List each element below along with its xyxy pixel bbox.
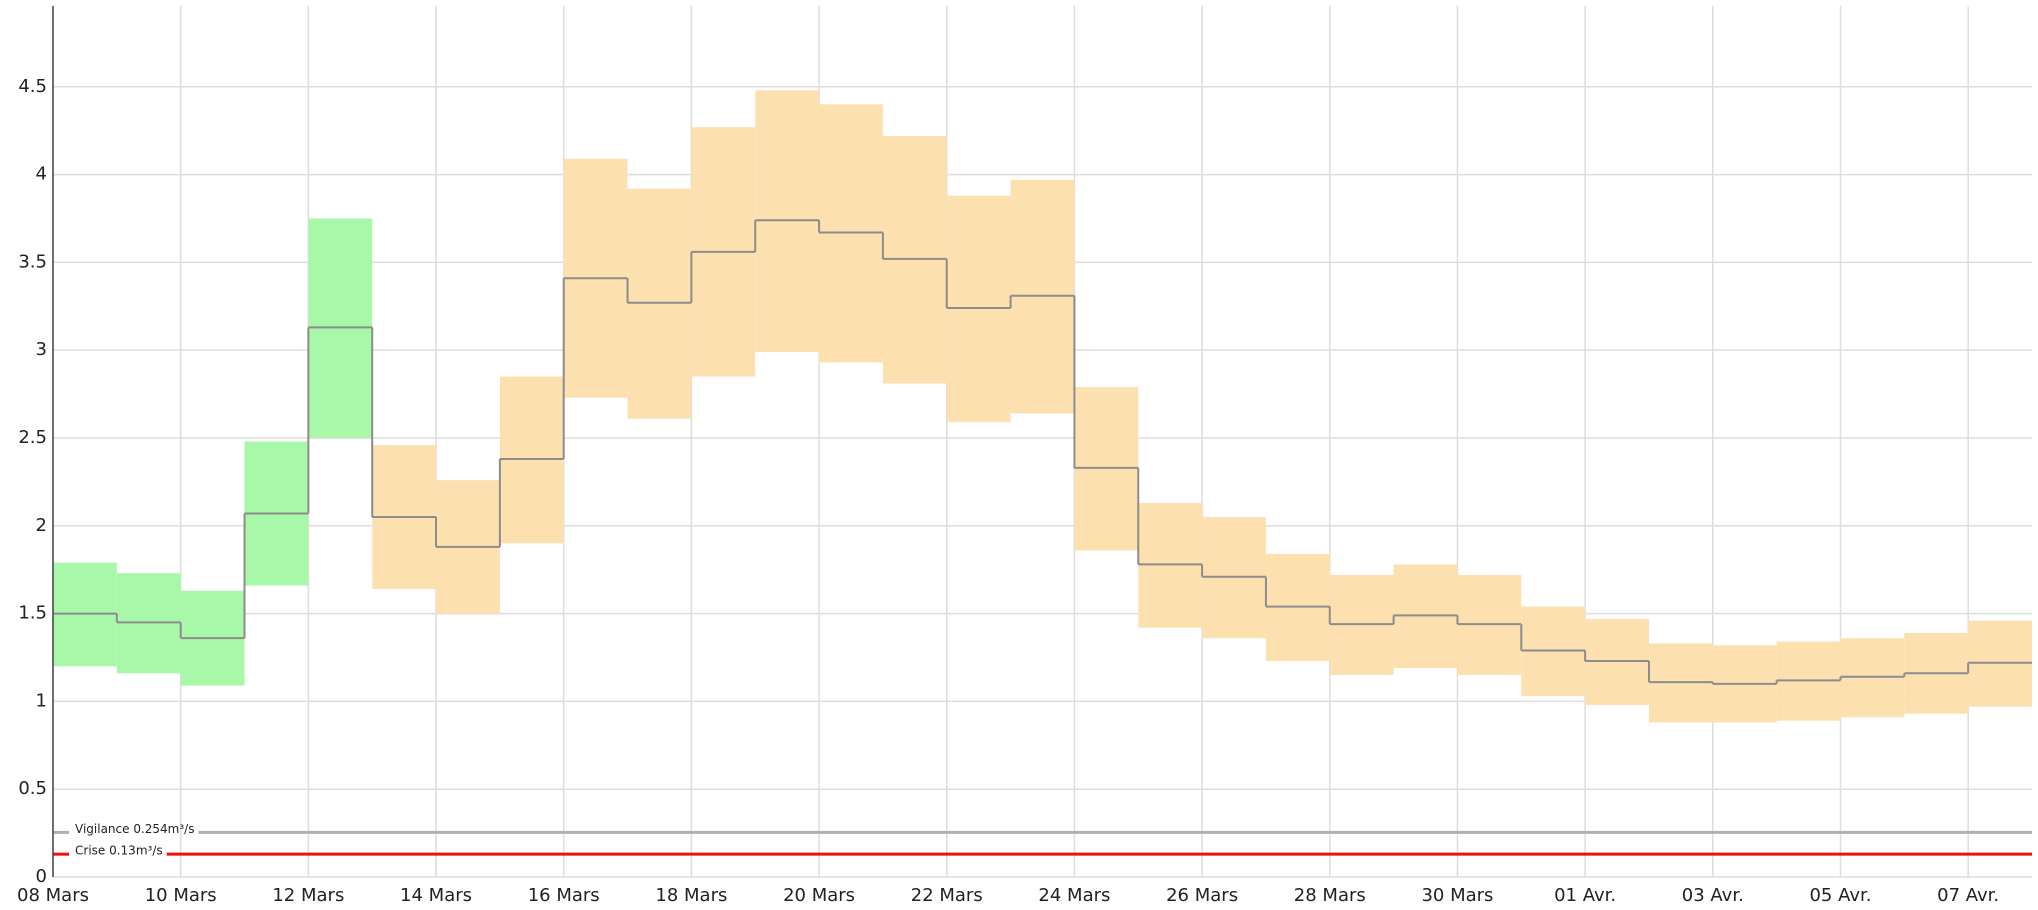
- y-tick-label: 4.5: [18, 76, 47, 97]
- x-tick-label: 08 Mars: [17, 885, 89, 906]
- y-tick-label: 4: [36, 164, 47, 185]
- x-tick-label: 26 Mars: [1166, 885, 1238, 906]
- y-tick-label: 2: [36, 515, 47, 536]
- x-tick-label: 10 Mars: [145, 885, 217, 906]
- x-tick-label: 16 Mars: [528, 885, 600, 906]
- y-tick-label: 1: [36, 690, 47, 711]
- x-tick-label: 22 Mars: [911, 885, 983, 906]
- y-tick-label: 3.5: [18, 251, 47, 272]
- x-tick-label: 20 Mars: [783, 885, 855, 906]
- threshold-label: Crise 0.13m³/s: [75, 844, 163, 858]
- x-tick-label: 18 Mars: [655, 885, 727, 906]
- x-tick-label: 30 Mars: [1421, 885, 1493, 906]
- y-tick-label: 3: [36, 339, 47, 360]
- threshold-label: Vigilance 0.254m³/s: [75, 822, 194, 836]
- y-tick-label: 2.5: [18, 427, 47, 448]
- x-tick-label: 03 Avr.: [1682, 885, 1744, 906]
- x-tick-label: 05 Avr.: [1809, 885, 1871, 906]
- x-tick-label: 28 Mars: [1294, 885, 1366, 906]
- x-tick-label: 14 Mars: [400, 885, 472, 906]
- x-tick-label: 01 Avr.: [1554, 885, 1616, 906]
- x-tick-label: 24 Mars: [1038, 885, 1110, 906]
- x-tick-label: 12 Mars: [272, 885, 344, 906]
- y-tick-label: 0: [36, 866, 47, 887]
- x-tick-label: 07 Avr.: [1937, 885, 1999, 906]
- y-tick-label: 1.5: [18, 603, 47, 624]
- y-tick-label: 0.5: [18, 778, 47, 799]
